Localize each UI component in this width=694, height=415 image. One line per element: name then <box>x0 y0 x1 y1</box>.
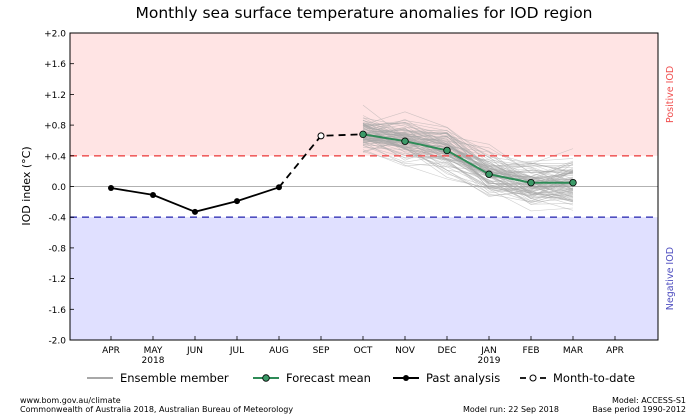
x-tick-label: APR <box>606 346 624 356</box>
x-tick-label: NOV <box>395 346 416 356</box>
forecast-mean-point <box>485 170 493 178</box>
x-tick-label: JUL <box>229 346 244 356</box>
ensemble-member-line <box>362 134 574 195</box>
legend-mtd-marker <box>529 374 537 382</box>
y-axis-label: IOD index (°C) <box>20 146 33 225</box>
legend-label-forecast: Forecast mean <box>286 371 371 385</box>
y-tick-label: 0.0 <box>52 183 67 193</box>
footer-site: www.bom.gov.au/climate <box>20 396 121 405</box>
legend: Ensemble member Forecast mean Past analysi… <box>87 371 635 385</box>
month-to-date-point <box>317 132 325 140</box>
ensemble-member-line <box>362 128 574 185</box>
positive-iod-label: Positive IOD <box>665 66 676 123</box>
x-year-label: 2018 <box>142 356 165 366</box>
x-tick-label: AUG <box>269 346 289 356</box>
legend-past-marker <box>403 375 409 381</box>
x-tick-label: MAY <box>144 346 163 356</box>
past-analysis-point <box>276 184 282 191</box>
y-tick-label: +2.0 <box>44 30 66 40</box>
forecast-mean-point <box>527 178 535 187</box>
x-tick-label: FEB <box>522 346 539 356</box>
x-tick-label: JUN <box>186 346 203 356</box>
past-analysis-point <box>108 185 114 192</box>
footer-model-run: Model run: 22 Sep 2018 <box>463 405 559 414</box>
y-tick-label: +1.2 <box>44 91 66 101</box>
past-analysis-line <box>110 186 280 213</box>
ensemble-member-line <box>362 149 574 203</box>
ensemble-member-line <box>362 141 574 176</box>
ensemble-member-line <box>362 136 574 202</box>
x-year-label: 2019 <box>478 356 501 366</box>
footer-base-period: Base period 1990-2012 <box>592 405 686 414</box>
ensemble-member-line <box>362 134 574 191</box>
ensemble-member-line <box>362 129 574 195</box>
past-analysis-point <box>150 191 156 198</box>
negative-iod-label: Negative IOD <box>665 247 676 310</box>
ensemble-member-line <box>362 128 574 172</box>
ensemble-member-line <box>362 120 574 212</box>
x-tick-label: DEC <box>438 346 457 356</box>
y-tick-label: +0.4 <box>44 152 66 162</box>
y-tick-label: +0.8 <box>44 122 66 132</box>
legend-label-ensemble: Ensemble member <box>120 371 229 385</box>
chart-title: Monthly sea surface temperature anomalie… <box>135 4 592 22</box>
ensemble-member-line <box>362 122 574 165</box>
legend-label-mtd: Month-to-date <box>553 371 635 385</box>
negative-iod-region <box>70 217 658 340</box>
past-analysis-point <box>192 208 198 215</box>
y-tick-label: -1.2 <box>48 275 66 285</box>
legend-label-past: Past analysis <box>426 371 500 385</box>
legend-forecast-marker <box>262 374 270 382</box>
y-tick-label: -0.8 <box>48 244 66 254</box>
footer-copyright: Commonwealth of Australia 2018, Australi… <box>20 405 294 414</box>
x-tick-label: JAN <box>480 346 496 356</box>
ensemble-member-line <box>362 122 574 185</box>
x-tick-label: OCT <box>354 346 373 356</box>
x-tick-label: MAR <box>563 346 583 356</box>
ensemble-member-line <box>362 132 574 199</box>
x-tick-label: APR <box>102 346 120 356</box>
forecast-mean-point <box>359 130 367 139</box>
forecast-mean-point <box>569 178 577 187</box>
footer-model: Model: ACCESS-S1 <box>611 396 686 405</box>
y-tick-label: +1.6 <box>44 60 66 70</box>
y-tick-label: -2.0 <box>48 337 66 347</box>
plot-area: +2.0 +1.6 +1.2 +0.8 +0.4 0.0 -0.4 -0.8 -1.2 -1.6 -… <box>44 30 676 367</box>
forecast-mean-point <box>443 146 451 155</box>
forecast-mean-line <box>362 133 573 184</box>
past-analysis-point <box>234 198 240 205</box>
forecast-mean-point <box>401 137 409 145</box>
y-tick-label: -1.6 <box>48 306 66 316</box>
ensemble-member-line <box>362 140 574 193</box>
y-tick-label: -0.4 <box>48 214 66 224</box>
x-tick-label: SEP <box>313 346 330 356</box>
ensemble-member-line <box>362 111 574 191</box>
